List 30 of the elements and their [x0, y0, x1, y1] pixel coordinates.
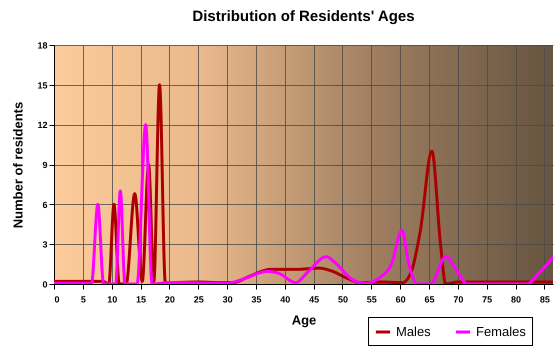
y-tick-label: 9: [42, 160, 48, 170]
x-axis-title: Age: [292, 312, 316, 328]
y-axis-title: Number of residents: [10, 102, 26, 228]
y-tick-label: 15: [37, 80, 48, 90]
x-tick-label: 75: [482, 294, 492, 304]
chart-title: Distribution of Residents' Ages: [192, 8, 415, 25]
x-tick-label: 20: [164, 294, 175, 304]
y-tick-label: 6: [42, 200, 48, 210]
x-tick-label: 10: [107, 294, 118, 304]
x-tick-label: 65: [424, 294, 434, 304]
x-tick-label: 55: [366, 294, 377, 304]
y-tick-label: 3: [42, 240, 48, 250]
x-tick-label: 80: [510, 294, 522, 304]
y-tick-label: 12: [37, 120, 48, 130]
x-tick-label: 5: [80, 294, 86, 304]
x-tick-label: 30: [222, 294, 233, 304]
x-tick-label: 25: [194, 294, 204, 304]
x-tick-label: 45: [309, 294, 320, 304]
y-tick-label: 18: [37, 40, 48, 50]
legend-label: Females: [476, 324, 526, 339]
x-tick-label: 50: [338, 294, 348, 304]
x-tick-label: 85: [540, 294, 550, 304]
legend-label: Males: [396, 324, 432, 339]
y-tick-label: 0: [42, 280, 48, 290]
x-tick-label: 15: [136, 294, 146, 304]
x-tick-label: 70: [453, 294, 464, 304]
x-tick-label: 0: [54, 294, 60, 304]
x-tick-label: 40: [280, 294, 290, 304]
x-tick-label: 35: [251, 294, 262, 304]
x-tick-label: 60: [396, 294, 406, 304]
